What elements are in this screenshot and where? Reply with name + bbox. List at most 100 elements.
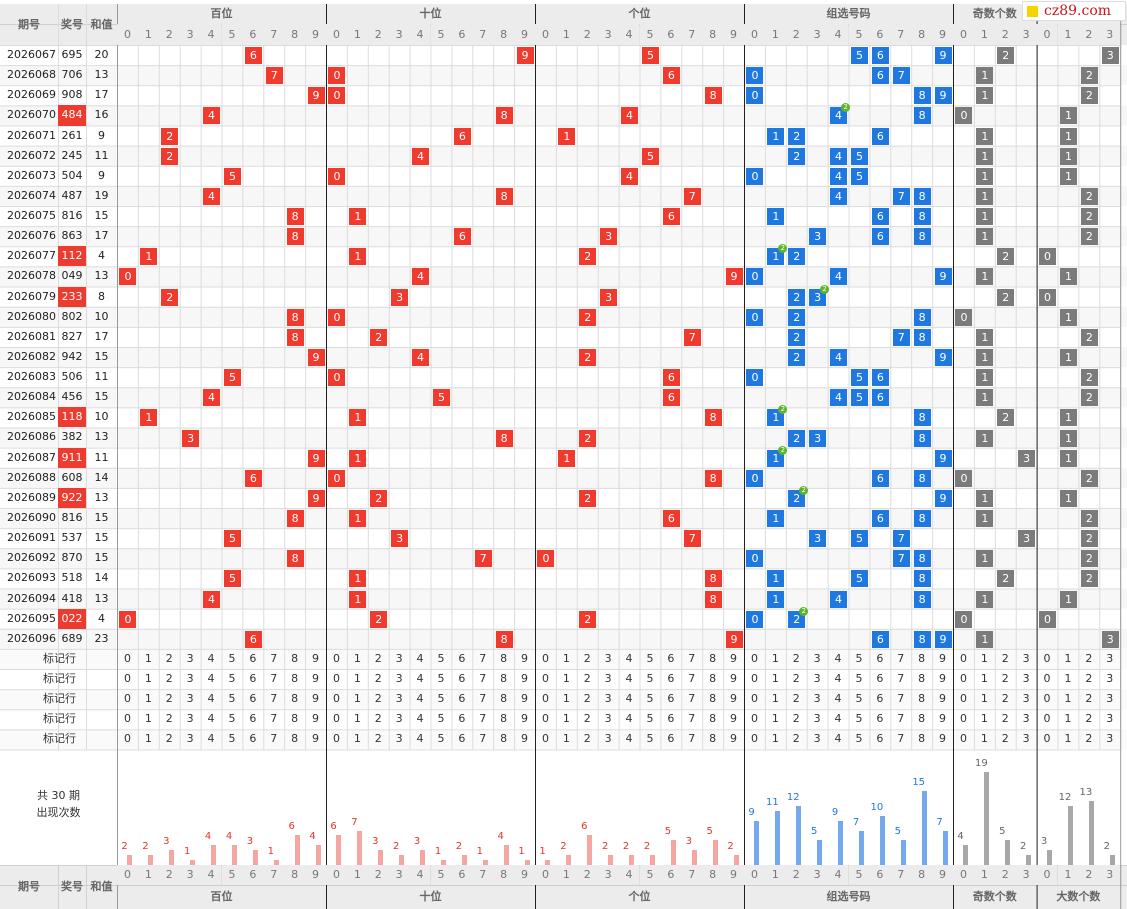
mark-cell[interactable]: 2 [165,732,173,746]
mark-cell[interactable]: 1 [144,651,152,665]
mark-cell[interactable]: 7 [270,692,278,706]
mark-cell[interactable]: 2 [583,712,591,726]
mark-cell[interactable]: 8 [709,732,717,746]
mark-cell[interactable]: 2 [792,712,800,726]
mark-cell[interactable]: 7 [688,651,696,665]
mark-cell[interactable]: 8 [500,732,508,746]
mark-cell[interactable]: 5 [437,672,445,686]
mark-cell[interactable]: 2 [1001,672,1009,686]
mark-cell[interactable]: 6 [667,672,675,686]
mark-cell[interactable]: 2 [1085,692,1093,706]
mark-cell[interactable]: 7 [688,732,696,746]
mark-cell[interactable]: 8 [918,692,926,706]
mark-cell[interactable]: 7 [688,692,696,706]
mark-cell[interactable]: 4 [834,651,842,665]
mark-cell[interactable]: 0 [332,712,340,726]
mark-cell[interactable]: 3 [813,672,821,686]
mark-cell[interactable]: 1 [771,692,779,706]
mark-cell[interactable]: 8 [709,712,717,726]
mark-cell[interactable]: 8 [291,732,299,746]
mark-cell[interactable]: 1 [353,651,361,665]
mark-cell[interactable]: 8 [291,651,299,665]
mark-cell[interactable]: 3 [1022,692,1030,706]
mark-cell[interactable]: 3 [1106,651,1114,665]
mark-cell[interactable]: 2 [1085,672,1093,686]
mark-cell[interactable]: 1 [353,732,361,746]
mark-cell[interactable]: 9 [521,672,529,686]
mark-cell[interactable]: 4 [416,732,424,746]
mark-cell[interactable]: 7 [479,692,487,706]
mark-cell[interactable]: 0 [541,672,549,686]
mark-cell[interactable]: 3 [186,732,194,746]
mark-cell[interactable]: 2 [1085,732,1093,746]
mark-cell[interactable]: 6 [458,692,466,706]
mark-cell[interactable]: 1 [562,732,570,746]
mark-cell[interactable]: 2 [792,651,800,665]
mark-cell[interactable]: 3 [604,651,612,665]
mark-cell[interactable]: 2 [1001,712,1009,726]
mark-cell[interactable]: 9 [312,732,320,746]
mark-cell[interactable]: 9 [939,732,947,746]
mark-cell[interactable]: 5 [228,651,236,665]
mark-cell[interactable]: 9 [730,712,738,726]
mark-cell[interactable]: 0 [123,712,131,726]
mark-cell[interactable]: 1 [562,712,570,726]
mark-cell[interactable]: 3 [1022,651,1030,665]
mark-cell[interactable]: 2 [792,692,800,706]
mark-row-label[interactable]: 标记行 [43,651,76,665]
mark-cell[interactable]: 2 [165,692,173,706]
mark-cell[interactable]: 7 [270,732,278,746]
mark-cell[interactable]: 1 [562,692,570,706]
mark-cell[interactable]: 3 [1106,712,1114,726]
mark-cell[interactable]: 6 [667,732,675,746]
mark-cell[interactable]: 2 [583,732,591,746]
site-logo[interactable]: cz89.com [1022,1,1126,21]
mark-cell[interactable]: 3 [395,651,403,665]
mark-cell[interactable]: 5 [228,692,236,706]
mark-cell[interactable]: 3 [1106,732,1114,746]
mark-cell[interactable]: 7 [479,672,487,686]
mark-cell[interactable]: 6 [249,672,257,686]
mark-cell[interactable]: 1 [980,651,988,665]
mark-cell[interactable]: 3 [604,732,612,746]
mark-cell[interactable]: 5 [646,712,654,726]
mark-cell[interactable]: 1 [562,651,570,665]
mark-row-label[interactable]: 标记行 [43,672,76,686]
mark-cell[interactable]: 4 [625,692,633,706]
mark-cell[interactable]: 2 [1001,692,1009,706]
mark-cell[interactable]: 8 [291,672,299,686]
mark-cell[interactable]: 7 [897,712,905,726]
mark-cell[interactable]: 8 [291,712,299,726]
mark-cell[interactable]: 3 [1022,732,1030,746]
mark-cell[interactable]: 4 [207,651,215,665]
mark-row-label[interactable]: 标记行 [43,692,76,706]
mark-cell[interactable]: 1 [980,672,988,686]
mark-cell[interactable]: 4 [625,712,633,726]
mark-cell[interactable]: 9 [521,651,529,665]
mark-cell[interactable]: 7 [479,712,487,726]
mark-cell[interactable]: 8 [918,672,926,686]
mark-cell[interactable]: 2 [374,692,382,706]
mark-cell[interactable]: 2 [792,672,800,686]
mark-cell[interactable]: 0 [750,672,758,686]
mark-cell[interactable]: 2 [165,672,173,686]
mark-cell[interactable]: 3 [395,712,403,726]
mark-cell[interactable]: 6 [667,692,675,706]
mark-cell[interactable]: 1 [353,692,361,706]
mark-cell[interactable]: 4 [625,651,633,665]
mark-cell[interactable]: 0 [332,672,340,686]
mark-cell[interactable]: 4 [834,692,842,706]
mark-cell[interactable]: 9 [312,712,320,726]
mark-cell[interactable]: 9 [730,672,738,686]
mark-cell[interactable]: 7 [897,672,905,686]
mark-cell[interactable]: 0 [959,712,967,726]
mark-cell[interactable]: 6 [458,651,466,665]
mark-cell[interactable]: 1 [353,672,361,686]
mark-cell[interactable]: 3 [604,692,612,706]
mark-cell[interactable]: 3 [1106,672,1114,686]
mark-cell[interactable]: 2 [792,732,800,746]
mark-cell[interactable]: 4 [625,732,633,746]
mark-cell[interactable]: 0 [541,712,549,726]
mark-cell[interactable]: 3 [813,712,821,726]
mark-cell[interactable]: 9 [312,692,320,706]
